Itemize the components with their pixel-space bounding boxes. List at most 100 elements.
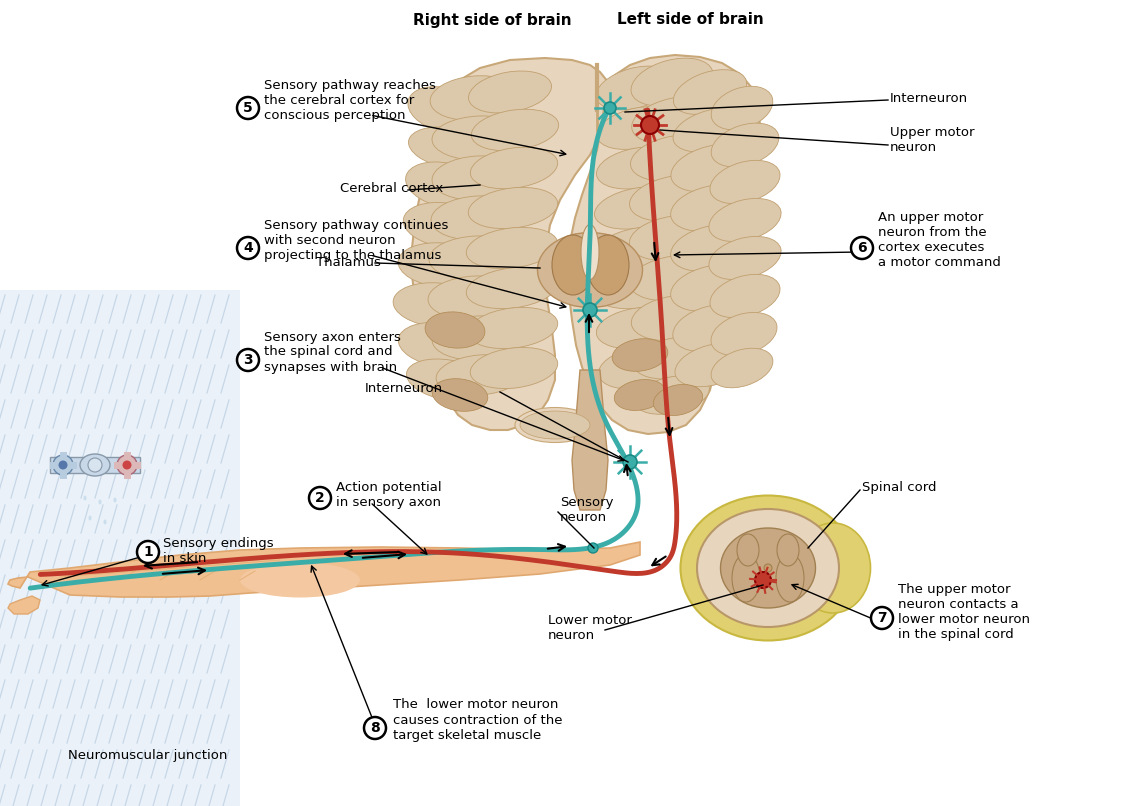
Circle shape [623,455,637,469]
Ellipse shape [597,307,680,349]
Ellipse shape [615,380,665,410]
Ellipse shape [629,256,721,301]
Ellipse shape [405,162,484,208]
Ellipse shape [777,534,799,566]
Ellipse shape [59,460,68,470]
Polygon shape [8,542,640,597]
Ellipse shape [595,268,681,309]
Ellipse shape [671,144,753,192]
Ellipse shape [712,123,779,167]
Ellipse shape [89,516,91,521]
Circle shape [641,116,659,134]
Text: Sensory pathway reaches
the cerebral cortex for
conscious perception: Sensory pathway reaches the cerebral cor… [263,78,436,122]
Text: Sensory endings
in skin: Sensory endings in skin [163,537,274,565]
Text: Spinal cord: Spinal cord [863,481,937,495]
Ellipse shape [613,339,668,372]
Ellipse shape [88,458,102,472]
Ellipse shape [80,454,110,476]
Ellipse shape [431,196,525,240]
Text: Right side of brain: Right side of brain [413,13,571,27]
Ellipse shape [711,160,780,204]
Ellipse shape [393,283,483,327]
Ellipse shape [709,236,781,280]
Ellipse shape [673,108,751,152]
Ellipse shape [671,265,753,311]
Ellipse shape [738,534,759,566]
Text: Sensory axon enters
the spinal cord and
synapses with brain: Sensory axon enters the spinal cord and … [263,330,401,373]
Ellipse shape [104,520,107,525]
Ellipse shape [635,376,709,414]
Polygon shape [412,58,610,430]
Circle shape [851,237,873,259]
Polygon shape [572,370,608,510]
Ellipse shape [117,455,137,475]
Ellipse shape [520,411,590,439]
Polygon shape [50,457,140,473]
Ellipse shape [428,276,524,320]
Ellipse shape [399,243,486,287]
Text: 2: 2 [315,491,325,505]
Text: Action potential
in sensory axon: Action potential in sensory axon [336,481,441,509]
Ellipse shape [709,198,781,242]
Ellipse shape [537,232,643,308]
Ellipse shape [430,76,520,120]
Ellipse shape [631,135,720,181]
Text: Sensory
neuron: Sensory neuron [560,496,614,524]
Text: Interneuron: Interneuron [890,92,968,105]
Circle shape [236,349,259,371]
Ellipse shape [468,307,557,348]
Ellipse shape [680,496,856,641]
Ellipse shape [697,509,839,627]
Ellipse shape [596,66,674,110]
Ellipse shape [674,343,749,387]
Ellipse shape [632,97,718,143]
Text: 8: 8 [370,721,379,735]
Ellipse shape [432,116,528,160]
Ellipse shape [711,274,780,318]
Text: Cerebral cortex: Cerebral cortex [340,181,444,194]
Circle shape [583,303,597,317]
Ellipse shape [98,500,101,505]
Circle shape [872,607,893,629]
Ellipse shape [629,175,721,221]
Text: Lower motor
neuron: Lower motor neuron [548,614,632,642]
Ellipse shape [711,313,777,355]
Ellipse shape [472,110,558,151]
Ellipse shape [114,497,116,502]
Ellipse shape [581,225,599,280]
Text: 5: 5 [243,101,253,115]
Text: The upper motor
neuron contacts a
lower motor neuron
in the spinal cord: The upper motor neuron contacts a lower … [899,583,1030,641]
Text: Neuromuscular junction: Neuromuscular junction [69,749,227,762]
Ellipse shape [629,215,721,260]
Ellipse shape [634,337,716,379]
Ellipse shape [426,312,485,348]
Text: Thalamus: Thalamus [316,256,381,268]
Ellipse shape [468,188,557,229]
Ellipse shape [429,236,525,280]
Text: The  lower motor neuron
causes contraction of the
target skeletal muscle: The lower motor neuron causes contractio… [393,699,563,742]
Ellipse shape [673,69,747,114]
Ellipse shape [671,225,753,272]
Ellipse shape [765,564,772,572]
Ellipse shape [776,554,804,602]
Ellipse shape [598,347,678,388]
Ellipse shape [432,156,524,200]
Polygon shape [8,596,41,614]
Text: Interneuron: Interneuron [365,381,444,394]
Ellipse shape [240,563,360,597]
Ellipse shape [671,185,753,231]
Ellipse shape [53,455,73,475]
Ellipse shape [795,523,870,613]
Ellipse shape [466,268,557,309]
Ellipse shape [466,227,557,268]
Text: An upper motor
neuron from the
cortex executes
a motor command: An upper motor neuron from the cortex ex… [878,211,1001,269]
Ellipse shape [732,554,760,602]
Text: Sensory pathway continues
with second neuron
projecting to the thalamus: Sensory pathway continues with second ne… [263,218,448,261]
Circle shape [236,237,259,259]
Ellipse shape [408,86,482,134]
Ellipse shape [406,359,490,401]
Circle shape [604,102,616,114]
Text: 3: 3 [243,353,253,367]
Circle shape [364,717,386,739]
Ellipse shape [552,235,595,295]
